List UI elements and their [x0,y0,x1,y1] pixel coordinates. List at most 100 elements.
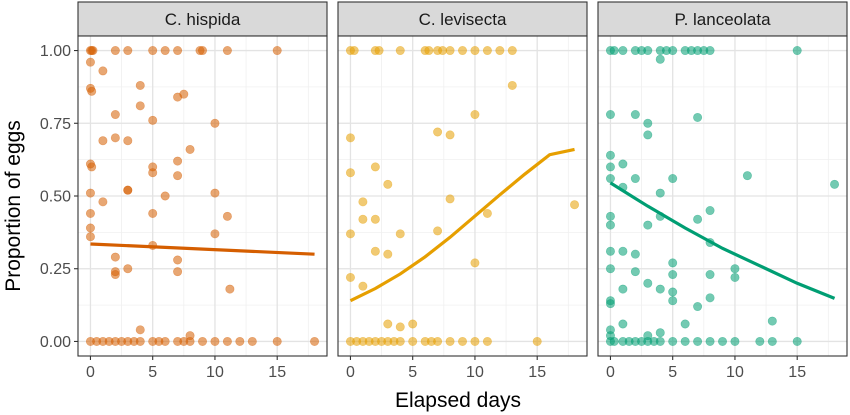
data-point [655,54,665,64]
facet-title: P. lanceolata [674,10,771,29]
data-point [609,336,619,346]
data-point [605,211,615,221]
data-point [374,46,384,56]
trend-line [349,147,575,303]
data-point [705,270,715,280]
data-point [655,188,665,198]
data-point [222,211,232,221]
data-point [173,156,183,166]
data-point [395,322,405,332]
data-point [148,168,158,178]
data-point [730,336,740,346]
data-point [148,46,158,56]
data-point [618,284,628,294]
data-point [310,336,320,346]
x-tick-label: 10 [206,364,224,381]
trend-line [90,242,315,256]
data-point [210,336,220,346]
x-axis-title: Elapsed days [395,389,521,412]
data-point [173,171,183,181]
data-point [457,46,467,56]
data-point [345,272,355,282]
data-point [668,296,678,306]
data-point [345,133,355,143]
data-point [345,229,355,239]
facet-title: C. levisecta [419,10,507,29]
data-point [792,46,802,56]
data-point [408,319,418,329]
y-tick-label: 0.75 [40,116,71,133]
data-point [272,46,282,56]
data-point [693,302,703,312]
data-point [618,246,628,256]
y-tick-label: 0.50 [40,189,71,206]
data-point [507,46,517,56]
data-point [173,267,183,277]
data-point [482,46,492,56]
data-point [185,144,195,154]
data-point [605,150,615,160]
data-point [507,80,517,90]
data-point [160,336,170,346]
y-tick-label: 0.25 [40,261,71,278]
data-point [148,115,158,125]
data-point [532,336,542,346]
data-point [643,220,653,230]
data-point [609,46,619,56]
data-point [730,264,740,274]
facet-strip [597,1,848,37]
data-point [643,130,653,140]
data-point [235,336,245,346]
data-point [630,174,640,184]
x-tick-label: 0 [346,364,355,381]
y-tick-label: 1.00 [40,43,71,60]
data-point [110,252,120,262]
data-point [693,214,703,224]
data-point [570,200,580,210]
x-tick-label: 0 [86,364,95,381]
y-axis-title: Proportion of eggs [2,120,25,292]
data-point [605,299,615,309]
data-point [135,336,145,346]
data-point [98,66,108,76]
panels: C. hispida 0 5 10 15 0.00 0.25 0.50 0.75 1.00 C. l… [40,1,848,381]
data-point [445,130,455,140]
data-point [395,46,405,56]
data-point [668,336,678,346]
data-point [630,249,640,259]
data-point [618,46,628,56]
facet-panel: C. hispida 0 5 10 15 0.00 0.25 0.50 0.75 1.00 [40,1,328,381]
data-point [210,118,220,128]
data-point [110,46,120,56]
data-point [767,336,777,346]
data-point [792,336,802,346]
data-point [247,336,257,346]
data-point [605,162,615,172]
data-point [198,336,208,346]
data-point [680,336,690,346]
data-point [85,232,95,242]
data-point [383,249,393,259]
data-point [370,246,380,256]
data-point [433,127,443,137]
data-point [395,336,405,346]
data-point [680,319,690,329]
data-point [470,336,480,346]
data-point [767,316,777,326]
data-point [185,336,195,346]
data-point [173,255,183,265]
data-point [110,133,120,143]
data-point [383,319,393,329]
data-point [383,179,393,189]
data-point [210,229,220,239]
facet-panel: P. lanceolata 0 5 10 15 [597,1,848,381]
data-point [605,264,615,274]
data-point [605,174,615,184]
facet-panel: C. levisecta 0 5 10 15 [337,1,588,381]
data-point [370,162,380,172]
data-point [123,264,133,274]
data-point [225,284,235,294]
data-point [618,159,628,169]
data-point [85,223,95,233]
